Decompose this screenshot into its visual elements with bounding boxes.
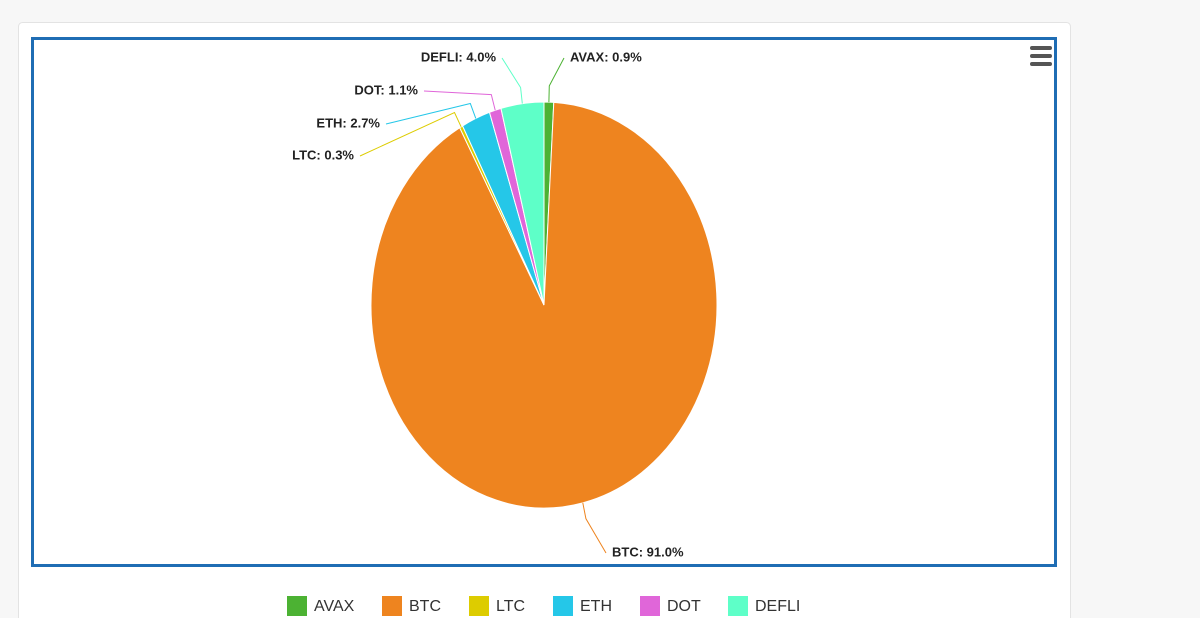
menu-bar[interactable] (1030, 46, 1052, 50)
data-label: ETH: 2.7% (316, 115, 380, 130)
data-label: DEFLI: 4.0% (421, 49, 497, 64)
legend-swatch (640, 596, 660, 616)
menu-button[interactable] (1026, 42, 1054, 70)
legend-swatch (382, 596, 402, 616)
legend-swatch (553, 596, 573, 616)
legend-swatch (728, 596, 748, 616)
legend-label: DEFLI (755, 598, 800, 615)
pie-slice (370, 101, 718, 509)
label-connector (385, 102, 477, 125)
legend-label: AVAX (314, 598, 355, 615)
label-connector (501, 57, 523, 104)
data-label: DOT: 1.1% (354, 82, 418, 97)
legend-label: ETH (580, 598, 612, 615)
menu-bar[interactable] (1030, 62, 1052, 66)
legend-swatch (469, 596, 489, 616)
label-connector (582, 502, 607, 554)
data-label: LTC: 0.3% (292, 147, 354, 162)
label-connector (359, 111, 462, 157)
data-label: BTC: 91.0% (612, 544, 684, 559)
legend-label: BTC (409, 598, 441, 615)
label-connector (423, 90, 496, 111)
menu-bar[interactable] (1030, 54, 1052, 58)
legend-swatch (287, 596, 307, 616)
label-connector (548, 57, 565, 103)
data-label: AVAX: 0.9% (570, 49, 642, 64)
pie-slice (500, 101, 545, 306)
legend-label: LTC (496, 598, 525, 615)
legend-label: DOT (667, 598, 701, 615)
